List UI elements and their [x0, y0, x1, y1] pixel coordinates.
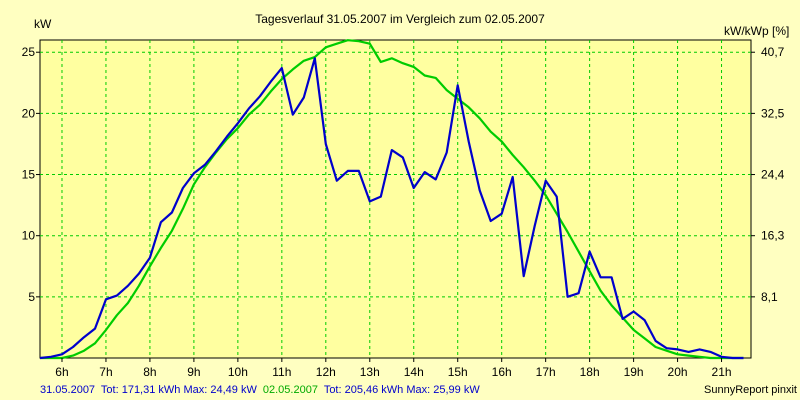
y-right-tick-label: 40,7 — [761, 45, 785, 59]
right-axis: 8,1 16,3 24,4 32,5 40,7 — [751, 45, 785, 304]
chart-title: Tagesverlauf 31.05.2007 im Vergleich zum… — [255, 12, 545, 26]
y-left-tick-label: 20 — [22, 106, 36, 120]
footer-stats-1: Tot: 171,31 kWh Max: 24,49 kW — [101, 384, 258, 396]
x-tick-label: 13h — [360, 365, 380, 379]
y-right-tick-label: 24,4 — [761, 168, 785, 182]
footer-stats-2: Tot: 205,46 kWh Max: 25,99 kW — [324, 384, 481, 396]
y-right-tick-label: 32,5 — [761, 106, 785, 120]
footer-date-1: 31.05.2007 — [40, 384, 95, 396]
series-line-31-05-2007 — [39, 57, 744, 360]
y-right-tick-label: 8,1 — [761, 290, 778, 304]
series-lines — [39, 39, 744, 360]
x-tick-label: 8h — [143, 365, 156, 379]
footer-right: SunnyReport pinxit — [704, 384, 797, 396]
x-tick-label: 19h — [624, 365, 644, 379]
x-tick-label: 14h — [404, 365, 424, 379]
y-right-tick-label: 16,3 — [761, 229, 785, 243]
plot-area — [39, 39, 752, 359]
x-tick-label: 18h — [580, 365, 600, 379]
y-left-tick-label: 10 — [22, 229, 36, 243]
x-tick-label: 20h — [668, 365, 688, 379]
left-axis-unit: kW — [34, 17, 52, 31]
y-left-tick-label: 25 — [22, 45, 36, 59]
y-left-tick-label: 5 — [28, 290, 35, 304]
x-tick-label: 11h — [272, 365, 291, 379]
x-tick-label: 15h — [448, 365, 468, 379]
bottom-axis: 6h 7h 8h 9h 10h 11h 12h 13h 14h 15h 16h 17h 18h 19h 20… — [55, 358, 732, 379]
series-line-02-05-2007 — [40, 39, 744, 360]
left-axis: 5 10 15 20 25 — [22, 45, 40, 304]
x-tick-label: 21h — [712, 365, 732, 379]
x-tick-label: 7h — [99, 365, 112, 379]
right-axis-unit: kW/kWp [%] — [724, 24, 789, 38]
x-tick-label: 10h — [228, 365, 248, 379]
x-tick-label: 16h — [492, 365, 512, 379]
x-tick-label: 9h — [187, 365, 200, 379]
x-tick-label: 6h — [55, 365, 68, 379]
y-left-tick-label: 15 — [22, 168, 36, 182]
footer-left: 31.05.2007 Tot: 171,31 kWh Max: 24,49 kW… — [40, 384, 480, 396]
footer-date-2: 02.05.2007 — [263, 384, 318, 396]
x-tick-label: 12h — [316, 365, 336, 379]
grid — [40, 40, 751, 358]
x-tick-label: 17h — [536, 365, 556, 379]
